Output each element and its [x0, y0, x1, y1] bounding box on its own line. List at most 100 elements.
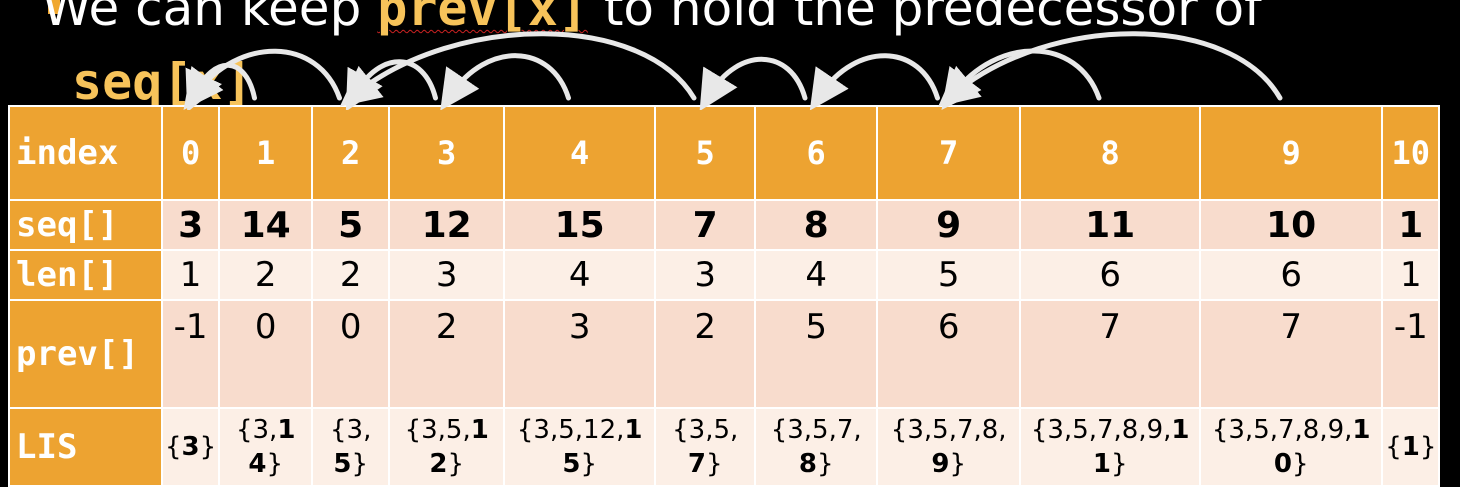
bullet-text-line: We can keep prev[x] to hold the predeces… [42, 0, 1262, 38]
len-cell: 4 [503, 249, 657, 301]
len-cell: 3 [654, 249, 757, 301]
seq-cell: 5 [311, 199, 391, 251]
index-cell: 6 [754, 105, 879, 201]
lis-cell: {3,5,7,8, 9} [876, 407, 1022, 487]
len-cell: 1 [160, 249, 221, 301]
lis-cell: {1} [1381, 407, 1441, 487]
seq-cell: 10 [1199, 199, 1384, 251]
lis-last-element: 7 [687, 449, 706, 479]
lis-last-element: 5 [333, 449, 352, 479]
index-cell: 2 [311, 105, 391, 201]
index-cell: 8 [1019, 105, 1202, 201]
lis-last-element: 15 [562, 415, 643, 479]
prev-cell: 3 [503, 299, 657, 409]
seq-cell: 3 [160, 199, 221, 251]
index-cell: 0 [160, 105, 221, 201]
lis-prefix: {3,5,7,8, [890, 415, 1007, 445]
row-header-len: len[] [8, 249, 163, 301]
len-cell: 2 [218, 249, 314, 301]
table-row-index: index 0 1 2 3 4 5 6 7 8 9 10 [8, 105, 1441, 201]
lis-cell: {3,5,7, 8} [754, 407, 879, 487]
lis-cell: {3,5, 7} [654, 407, 757, 487]
lis-cell: {3,5,7,8,9,11} [1019, 407, 1202, 487]
lis-prefix: {3,5, [404, 415, 471, 445]
len-cell: 6 [1019, 249, 1202, 301]
bullet-marker [48, 0, 60, 14]
len-cell: 3 [388, 249, 506, 301]
index-cell: 3 [388, 105, 506, 201]
lis-last-element: 14 [248, 415, 296, 479]
len-cell: 4 [754, 249, 879, 301]
prev-cell: 7 [1199, 299, 1384, 409]
seq-cell: 7 [654, 199, 757, 251]
lis-suffix: } [705, 449, 723, 479]
index-cell: 5 [654, 105, 757, 201]
lis-cell: {3, 5} [311, 407, 391, 487]
lis-cell: {3,5,7,8,9,10} [1199, 407, 1384, 487]
seq-cell: 14 [218, 199, 314, 251]
row-header-index: index [8, 105, 163, 201]
lis-table: index 0 1 2 3 4 5 6 7 8 9 10 seq[] 3 14 5 12 15 7 8 9 11 10… [8, 105, 1441, 487]
lis-last-element: 1 [1401, 432, 1420, 462]
lis-suffix: } [1291, 449, 1309, 479]
len-cell: 1 [1381, 249, 1441, 301]
code-seq-x: seq[x] [72, 53, 253, 111]
len-cell: 2 [311, 249, 391, 301]
predecessor-arrow [339, 31, 697, 107]
prev-cell: -1 [1381, 299, 1441, 409]
index-cell: 9 [1199, 105, 1384, 201]
predecessor-arrow [809, 53, 940, 110]
len-cell: 6 [1199, 249, 1384, 301]
table-row-seq: seq[] 3 14 5 12 15 7 8 9 11 10 1 [8, 199, 1441, 251]
prev-cell: 0 [311, 299, 391, 409]
lis-suffix: } [1419, 432, 1437, 462]
code-prev-x: prev[x] [377, 0, 588, 37]
lis-suffix: } [580, 449, 597, 479]
lis-last-element: 10 [1273, 415, 1371, 479]
seq-cell: 1 [1381, 199, 1441, 251]
table-row-lis: LIS {3} {3,14} {3,5} {3,5,12} {3,5,12,15} {3,… [8, 407, 1441, 487]
prev-cell: 2 [388, 299, 506, 409]
seq-cell: 11 [1019, 199, 1202, 251]
lis-last-element: 9 [931, 449, 950, 479]
prev-cell: 5 [754, 299, 879, 409]
lis-prefix: {3,5,7,8,9, [1030, 415, 1172, 445]
lis-suffix: } [351, 449, 368, 479]
prev-cell: 0 [218, 299, 314, 409]
lis-cell: {3,14} [218, 407, 314, 487]
seq-cell: 8 [754, 199, 879, 251]
lis-last-element: 3 [181, 432, 200, 462]
lis-prefix: {3,5,12, [516, 415, 625, 445]
index-cell: 7 [876, 105, 1022, 201]
row-header-lis: LIS [8, 407, 163, 487]
lis-suffix: } [816, 449, 834, 479]
lis-cell: {3,5,12} [388, 407, 506, 487]
seq-cell: 9 [876, 199, 1022, 251]
bullet-middle: to hold the predecessor of [587, 0, 1262, 37]
lis-prefix: {3,5, [672, 415, 739, 445]
predecessor-arrow [699, 56, 808, 110]
predecessor-arrow [938, 31, 1283, 107]
lis-prefix: {3,5,7, [770, 415, 862, 445]
table-row-prev: prev[] -1 0 0 2 3 2 5 6 7 7 -1 [8, 299, 1441, 409]
lis-prefix: {3, [235, 415, 278, 445]
prev-cell: 7 [1019, 299, 1202, 409]
row-header-seq: seq[] [8, 199, 163, 251]
bullet-prefix: We can keep [42, 0, 378, 37]
lis-suffix: } [266, 449, 283, 479]
lis-cell: {3} [160, 407, 221, 487]
lis-suffix: } [1110, 449, 1128, 479]
prev-cell: -1 [160, 299, 221, 409]
lis-prefix: { [1385, 432, 1402, 462]
lis-suffix: } [199, 432, 217, 462]
lis-prefix: {3, [330, 415, 372, 445]
lis-cell: {3,5,12,15} [503, 407, 657, 487]
row-header-prev: prev[] [8, 299, 163, 409]
lis-suffix: } [447, 449, 464, 479]
predecessor-arrow [440, 53, 571, 110]
bullet-text-line-2: seq[x] [72, 52, 253, 112]
index-cell: 10 [1381, 105, 1441, 201]
prev-cell: 6 [876, 299, 1022, 409]
predecessor-arrow [941, 48, 1102, 110]
